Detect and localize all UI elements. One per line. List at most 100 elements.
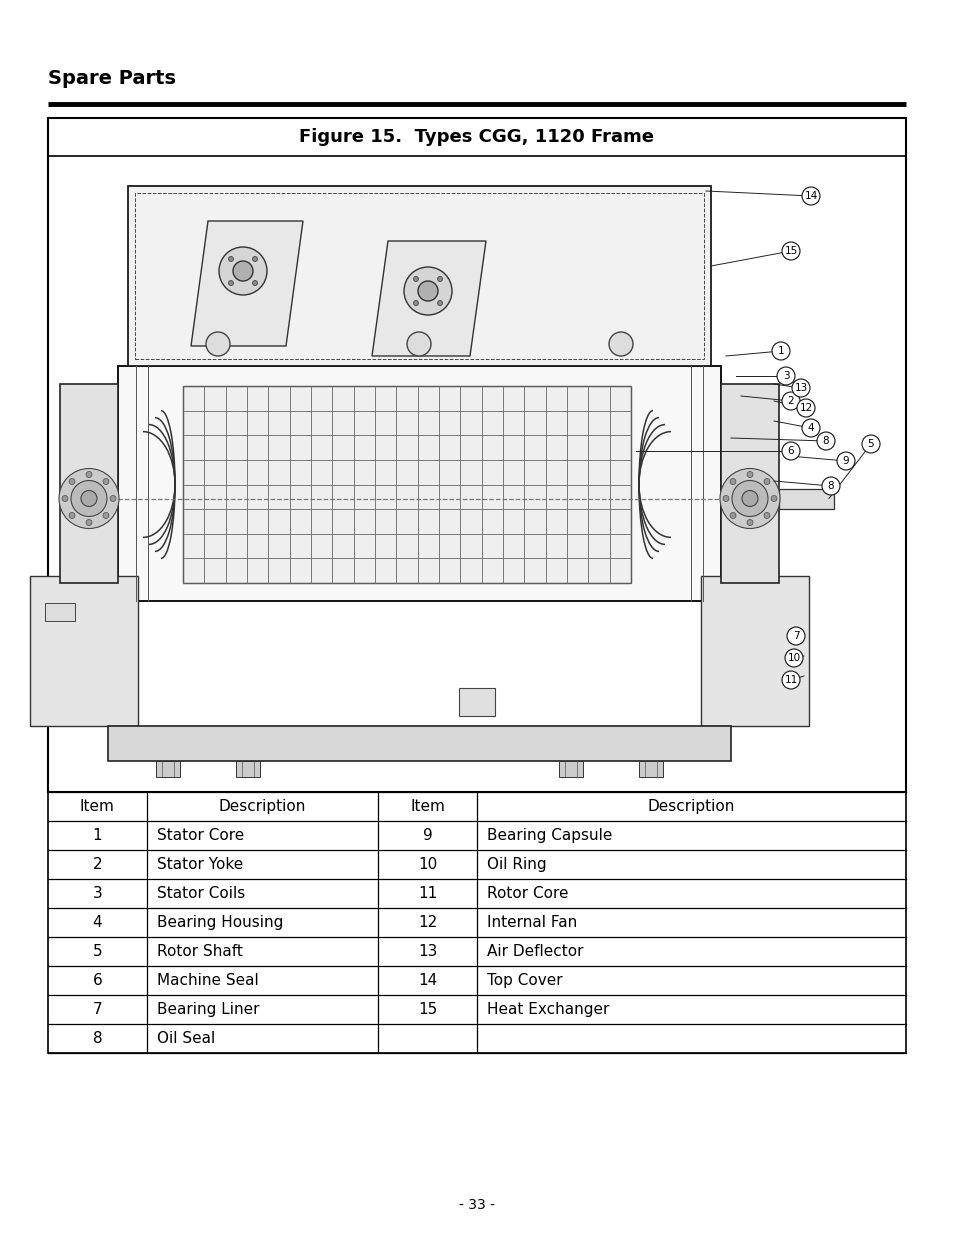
Circle shape — [437, 300, 442, 305]
Circle shape — [729, 478, 736, 484]
Text: 4: 4 — [92, 915, 102, 930]
Bar — [639, 761, 662, 777]
Circle shape — [81, 490, 97, 506]
Text: 8: 8 — [827, 480, 834, 492]
Circle shape — [417, 282, 437, 301]
Text: Rotor Shaft: Rotor Shaft — [156, 944, 242, 960]
Text: 8: 8 — [821, 436, 828, 446]
Bar — [135, 193, 703, 359]
Text: Description: Description — [647, 799, 735, 814]
Circle shape — [784, 650, 802, 667]
Circle shape — [776, 367, 794, 385]
Circle shape — [219, 247, 267, 295]
Text: Air Deflector: Air Deflector — [486, 944, 583, 960]
Circle shape — [836, 452, 854, 471]
Text: 5: 5 — [92, 944, 102, 960]
Circle shape — [771, 342, 789, 359]
Bar — [458, 688, 495, 716]
Bar — [779, 489, 833, 509]
Bar — [48, 792, 905, 1053]
Text: Item: Item — [410, 799, 445, 814]
Text: Item: Item — [80, 799, 114, 814]
Text: 6: 6 — [787, 446, 794, 456]
Bar — [30, 576, 138, 726]
Circle shape — [781, 442, 800, 459]
Circle shape — [233, 261, 253, 282]
Circle shape — [69, 513, 75, 519]
Text: Oil Seal: Oil Seal — [156, 1031, 214, 1046]
Circle shape — [413, 300, 418, 305]
Bar — [108, 726, 730, 761]
Circle shape — [59, 468, 119, 529]
Bar — [48, 119, 905, 792]
Circle shape — [413, 277, 418, 282]
Text: 4: 4 — [807, 424, 814, 433]
Text: Figure 15.  Types CGG, 1120 Frame: Figure 15. Types CGG, 1120 Frame — [299, 128, 654, 146]
Text: 8: 8 — [92, 1031, 102, 1046]
Polygon shape — [372, 241, 485, 356]
Text: 15: 15 — [417, 1002, 436, 1016]
Circle shape — [796, 399, 814, 417]
Text: Spare Parts: Spare Parts — [48, 69, 175, 88]
Text: 13: 13 — [417, 944, 436, 960]
Bar — [45, 603, 75, 621]
Text: Bearing Liner: Bearing Liner — [156, 1002, 259, 1016]
Bar — [558, 761, 582, 777]
Circle shape — [206, 332, 230, 356]
Circle shape — [437, 277, 442, 282]
Text: 15: 15 — [783, 246, 797, 256]
Circle shape — [720, 468, 780, 529]
Text: Heat Exchanger: Heat Exchanger — [486, 1002, 609, 1016]
Text: 13: 13 — [794, 383, 807, 393]
Circle shape — [228, 280, 233, 285]
Circle shape — [816, 432, 834, 450]
Text: 12: 12 — [799, 403, 812, 412]
Circle shape — [801, 186, 820, 205]
Text: Bearing Housing: Bearing Housing — [156, 915, 283, 930]
Text: Oil Ring: Oil Ring — [486, 857, 546, 872]
Text: 3: 3 — [92, 885, 102, 902]
Text: 9: 9 — [841, 456, 848, 466]
Bar — [183, 387, 630, 583]
Text: 14: 14 — [803, 191, 817, 201]
Circle shape — [781, 671, 800, 689]
Circle shape — [821, 477, 840, 495]
Text: 10: 10 — [417, 857, 436, 872]
Text: Internal Fan: Internal Fan — [486, 915, 577, 930]
Text: - 33 -: - 33 - — [458, 1198, 495, 1212]
Bar — [156, 761, 180, 777]
Circle shape — [741, 490, 758, 506]
Circle shape — [228, 257, 233, 262]
Circle shape — [722, 495, 728, 501]
Circle shape — [103, 513, 109, 519]
Circle shape — [763, 478, 769, 484]
Text: 14: 14 — [417, 973, 436, 988]
Circle shape — [763, 513, 769, 519]
Text: 1: 1 — [777, 346, 783, 356]
Circle shape — [781, 242, 800, 261]
Text: 12: 12 — [417, 915, 436, 930]
Text: Description: Description — [218, 799, 306, 814]
Text: 1: 1 — [92, 827, 102, 844]
Bar — [60, 384, 118, 583]
Text: 7: 7 — [792, 631, 799, 641]
Circle shape — [86, 472, 91, 478]
Text: 9: 9 — [422, 827, 432, 844]
Text: Stator Core: Stator Core — [156, 827, 244, 844]
Text: 2: 2 — [787, 396, 794, 406]
Circle shape — [103, 478, 109, 484]
Bar — [720, 384, 779, 583]
Text: 2: 2 — [92, 857, 102, 872]
Circle shape — [781, 391, 800, 410]
Circle shape — [253, 257, 257, 262]
Polygon shape — [191, 221, 303, 346]
Text: 5: 5 — [867, 438, 873, 450]
Text: 3: 3 — [781, 370, 788, 382]
Text: Machine Seal: Machine Seal — [156, 973, 258, 988]
Text: 11: 11 — [783, 676, 797, 685]
Circle shape — [86, 520, 91, 526]
Bar — [118, 366, 720, 601]
Circle shape — [403, 267, 452, 315]
Bar — [128, 186, 710, 366]
Circle shape — [71, 480, 107, 516]
